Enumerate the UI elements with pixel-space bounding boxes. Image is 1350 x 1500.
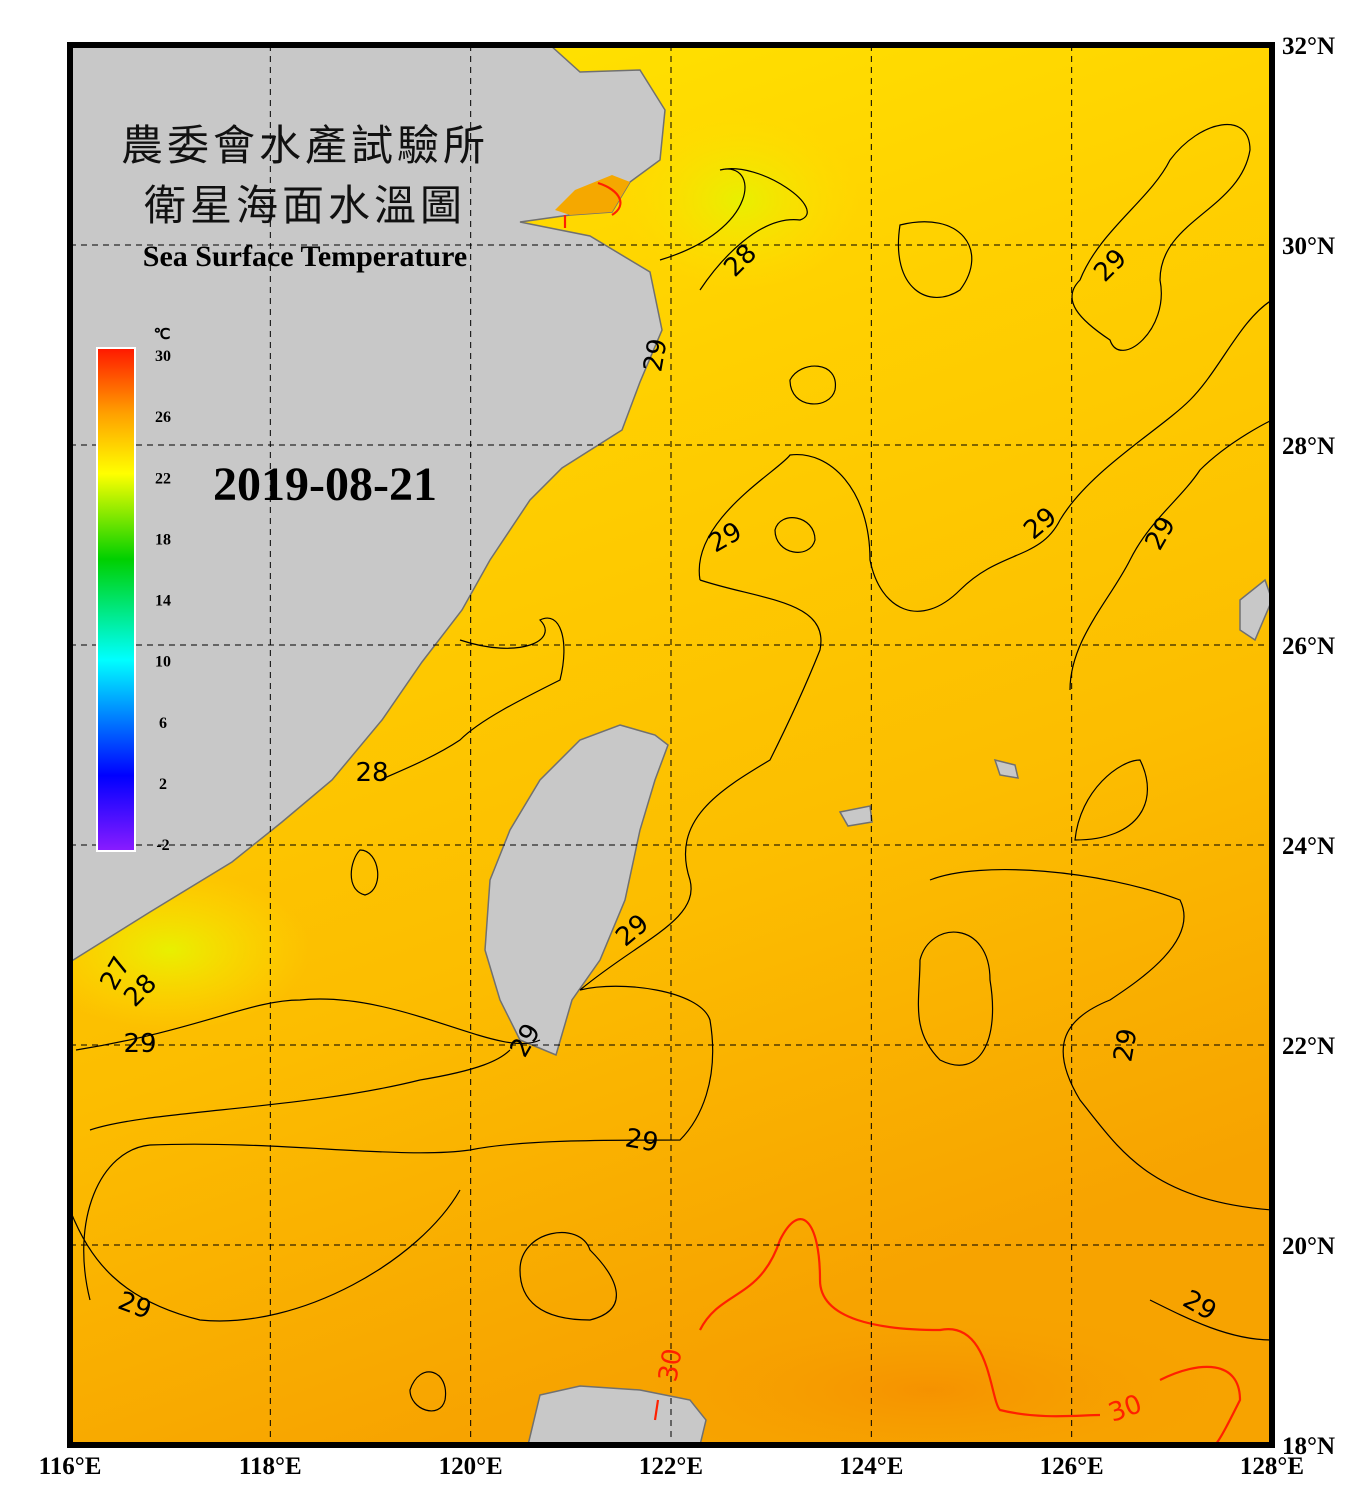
contour-label: 29 [623,1123,661,1158]
colorbar-tick-label: 10 [155,654,171,671]
contour-label: 29 [638,336,673,374]
bay [555,175,630,215]
colorbar-unit: ℃ [154,327,171,343]
contour-label: 30 [653,1346,688,1384]
title-en: Sea Surface Temperature [143,240,467,273]
warm-area [610,1300,1250,1445]
colorbar-tick-label: 6 [159,715,167,732]
title-zh: 衛星海面水溫圖 [144,181,466,230]
lat-label: 28°N [1282,433,1335,460]
axis-labels: 32°N 30°N 28°N 26°N 24°N 22°N 20°N 18°N 116°E 118… [39,33,1335,1480]
colorbar-tick-label: 30 [155,348,171,365]
isotherm-30 [563,181,1242,1445]
lon-label: 116°E [39,1453,102,1480]
lat-label: 26°N [1282,633,1335,660]
lat-label: 20°N [1282,1233,1335,1260]
colorbar-tick-label: 22 [155,470,171,487]
lon-label: 126°E [1040,1453,1104,1480]
lat-label: 30°N [1282,233,1335,260]
lon-label: 128°E [1240,1453,1304,1480]
lon-label: 122°E [639,1453,703,1480]
map-frame [67,42,1275,1448]
colorbar-tick-label: 2 [159,776,167,793]
date: 2019-08-21 [213,458,437,511]
graticule [70,45,1272,1445]
colorbar-ticks: 30 26 22 18 14 10 6 2 -2 [155,348,171,854]
lat-label: 18°N [1282,1433,1335,1460]
lon-label: 118°E [239,1453,302,1480]
contour-label: 29 [1108,1026,1143,1064]
colorbar-tick-label: 26 [155,409,171,426]
contour-label: 28 [355,758,388,788]
contour-label: 29 [123,1029,156,1059]
lon-label: 120°E [439,1453,503,1480]
title-zh: 農委會水產試驗所 [121,121,489,170]
colorbar-tick-label: 18 [155,531,171,548]
lon-label: 124°E [839,1453,903,1480]
titles: 農委會水產試驗所 衛星海面水溫圖 [121,121,489,230]
isotherms [70,123,1272,1412]
land [70,45,1272,1445]
lat-label: 24°N [1282,833,1335,860]
colorbar-tick-label: -2 [156,837,169,854]
colorbar [96,347,136,852]
lat-label: 22°N [1282,1033,1335,1060]
lat-label: 32°N [1282,33,1335,60]
colorbar-tick-label: 14 [155,593,171,610]
